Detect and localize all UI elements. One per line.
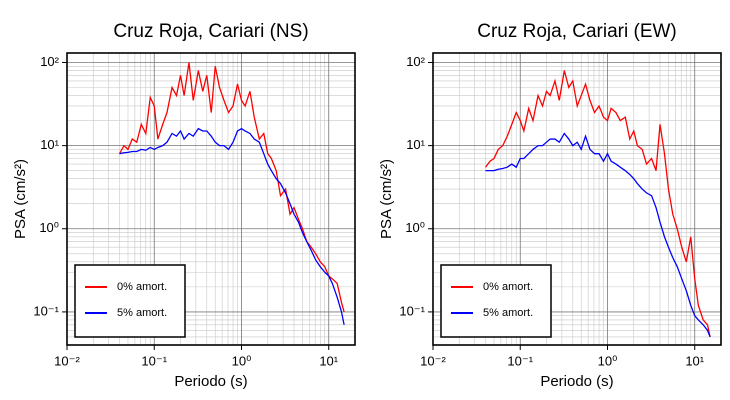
x-axis-title: Periodo (s) bbox=[540, 373, 613, 390]
y-axis-title: PSA (cm/s²) bbox=[378, 159, 395, 239]
legend: 0% amort. 5% amort. bbox=[440, 264, 552, 338]
series-line bbox=[485, 70, 711, 338]
legend-label: 5% amort. bbox=[483, 307, 533, 319]
y-tick-label: 10¹ bbox=[406, 137, 425, 152]
x-tick-label: 10⁻¹ bbox=[141, 353, 167, 368]
x-tick-label: 10⁰ bbox=[598, 353, 618, 368]
panel: Cruz Roja, Cariari (EW) Periodo (s) PSA (c… bbox=[378, 21, 722, 390]
legend-label: 5% amort. bbox=[117, 307, 167, 319]
y-tick-label: 10⁻¹ bbox=[33, 303, 59, 318]
y-tick-label: 10² bbox=[406, 54, 425, 69]
series-line bbox=[119, 127, 345, 325]
y-tick-label: 10⁻¹ bbox=[399, 303, 425, 318]
legend-label: 0% amort. bbox=[117, 281, 167, 293]
x-tick-label: 10¹ bbox=[685, 353, 704, 368]
y-tick-label: 10¹ bbox=[40, 137, 59, 152]
x-tick-label: 10⁰ bbox=[232, 353, 252, 368]
legend: 0% amort. 5% amort. bbox=[74, 264, 186, 338]
plot-frame bbox=[432, 52, 722, 346]
plot-frame bbox=[66, 52, 356, 346]
x-tick-label: 10⁻² bbox=[420, 353, 446, 368]
chart-title: Cruz Roja, Cariari (EW) bbox=[477, 21, 677, 42]
y-tick-label: 10⁰ bbox=[39, 220, 59, 235]
series-line bbox=[485, 132, 711, 338]
y-tick-label: 10² bbox=[40, 54, 59, 69]
x-tick-label: 10⁻² bbox=[54, 353, 80, 368]
y-tick-label: 10⁰ bbox=[405, 220, 425, 235]
x-axis-title: Periodo (s) bbox=[174, 373, 247, 390]
y-axis-title: PSA (cm/s²) bbox=[12, 159, 29, 239]
legend-box bbox=[440, 264, 552, 338]
legend-box bbox=[74, 264, 186, 338]
x-tick-label: 10¹ bbox=[319, 353, 338, 368]
legend-label: 0% amort. bbox=[483, 281, 533, 293]
chart-title: Cruz Roja, Cariari (NS) bbox=[113, 21, 308, 42]
x-tick-label: 10⁻¹ bbox=[507, 353, 533, 368]
panel: Cruz Roja, Cariari (NS) Periodo (s) PSA (c… bbox=[12, 21, 356, 390]
